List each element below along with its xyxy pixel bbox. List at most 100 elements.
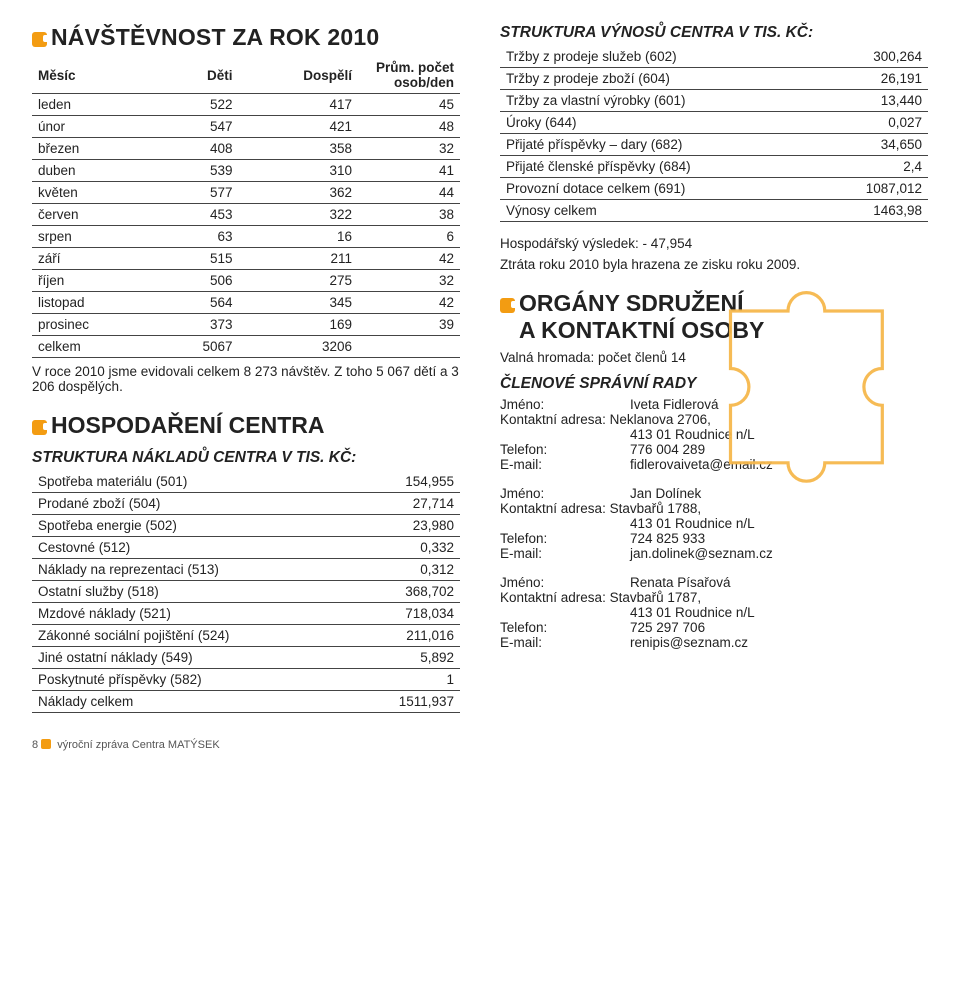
table-row: Tržby z prodeje služeb (602)300,264 <box>500 46 928 68</box>
cell: srpen <box>32 226 156 248</box>
table-row: leden52241745 <box>32 94 460 116</box>
table-row: Spotřeba materiálu (501)154,955 <box>32 471 460 493</box>
cell <box>358 336 460 358</box>
cell: 2,4 <box>818 156 928 178</box>
cell: 16 <box>239 226 358 248</box>
cell: 45 <box>358 94 460 116</box>
c1-tel-l: Telefon: <box>500 442 630 457</box>
c2-name: Jan Dolínek <box>630 486 701 501</box>
table-row: říjen50627532 <box>32 270 460 292</box>
cell: říjen <box>32 270 156 292</box>
cell: květen <box>32 182 156 204</box>
bullet-icon <box>500 298 515 313</box>
table-row: září51521142 <box>32 248 460 270</box>
c2-tel: 724 825 933 <box>630 531 705 546</box>
c3-addr2: 413 01 Roudnice n/L <box>630 605 755 620</box>
cell: Výnosy celkem <box>500 200 818 222</box>
cell: 32 <box>358 270 460 292</box>
cell: únor <box>32 116 156 138</box>
cell: 577 <box>156 182 239 204</box>
cell: celkem <box>32 336 156 358</box>
c3-name: Renata Písařová <box>630 575 731 590</box>
table-row: Ostatní služby (518)368,702 <box>32 581 460 603</box>
cell: 63 <box>156 226 239 248</box>
cell: 515 <box>156 248 239 270</box>
table-row: Přijaté příspěvky – dary (682)34,650 <box>500 134 928 156</box>
table-row: únor54742148 <box>32 116 460 138</box>
cell: 1 <box>354 669 460 691</box>
cell: 211,016 <box>354 625 460 647</box>
cell: Náklady na reprezentaci (513) <box>32 559 354 581</box>
cell: prosinec <box>32 314 156 336</box>
page-footer: 8 výroční zpráva Centra MATÝSEK <box>32 739 460 751</box>
fin-title-text: HOSPODAŘENÍ CENTRA <box>51 412 324 438</box>
cell: 0,027 <box>818 112 928 134</box>
right-column: STRUKTURA VÝNOSŮ CENTRA V TIS. KČ: Tržby… <box>500 24 928 751</box>
cell: 275 <box>239 270 358 292</box>
table-row: Náklady na reprezentaci (513)0,312 <box>32 559 460 581</box>
cell: 27,714 <box>354 493 460 515</box>
cell: 6 <box>358 226 460 248</box>
cell: září <box>32 248 156 270</box>
cell: 3206 <box>239 336 358 358</box>
table-row: srpen63166 <box>32 226 460 248</box>
c2-mail: jan.dolinek@seznam.cz <box>630 546 773 561</box>
cell: Úroky (644) <box>500 112 818 134</box>
cell: 310 <box>239 160 358 182</box>
costs-subtitle: STRUKTURA NÁKLADŮ CENTRA V TIS. KČ: <box>32 449 460 467</box>
c1-addr: Kontaktní adresa: Neklanova 2706, <box>500 412 928 427</box>
cell: 5067 <box>156 336 239 358</box>
table-row: Poskytnuté příspěvky (582)1 <box>32 669 460 691</box>
cell: 564 <box>156 292 239 314</box>
cell: Přijaté členské příspěvky (684) <box>500 156 818 178</box>
c1-mail: fidlerovaiveta@email.cz <box>630 457 773 472</box>
c1-tel: 776 004 289 <box>630 442 705 457</box>
fin-title: HOSPODAŘENÍ CENTRA <box>32 412 460 439</box>
cell: Spotřeba materiálu (501) <box>32 471 354 493</box>
c2-name-l: Jméno: <box>500 486 630 501</box>
cell: 421 <box>239 116 358 138</box>
table-row: Úroky (644)0,027 <box>500 112 928 134</box>
c1-addr2: 413 01 Roudnice n/L <box>630 427 755 442</box>
cell: Poskytnuté příspěvky (582) <box>32 669 354 691</box>
table-row: Tržby za vlastní výrobky (601)13,440 <box>500 90 928 112</box>
c3-mail-l: E-mail: <box>500 635 630 650</box>
bullet-icon <box>32 420 47 435</box>
cell: 408 <box>156 138 239 160</box>
footer-text: výroční zpráva Centra MATÝSEK <box>57 739 219 751</box>
organs-title: ORGÁNY SDRUŽENÍ A KONTAKTNÍ OSOBY <box>500 290 928 344</box>
cell: Jiné ostatní náklady (549) <box>32 647 354 669</box>
cell: 0,332 <box>354 537 460 559</box>
cell: 322 <box>239 204 358 226</box>
cell: Prodané zboží (504) <box>32 493 354 515</box>
revenue-table: Tržby z prodeje služeb (602)300,264Tržby… <box>500 46 928 222</box>
cell: 522 <box>156 94 239 116</box>
table-row: červen45332238 <box>32 204 460 226</box>
cell: duben <box>32 160 156 182</box>
table-row: Prodané zboží (504)27,714 <box>32 493 460 515</box>
cell: 44 <box>358 182 460 204</box>
c3-name-l: Jméno: <box>500 575 630 590</box>
cell: 300,264 <box>818 46 928 68</box>
cell: 506 <box>156 270 239 292</box>
cell: 362 <box>239 182 358 204</box>
cell: Přijaté příspěvky – dary (682) <box>500 134 818 156</box>
cell: Náklady celkem <box>32 691 354 713</box>
cell: 0,312 <box>354 559 460 581</box>
cell: Cestovné (512) <box>32 537 354 559</box>
cell: Tržby z prodeje zboží (604) <box>500 68 818 90</box>
cell: 211 <box>239 248 358 270</box>
table-row: Cestovné (512)0,332 <box>32 537 460 559</box>
table-row: listopad56434542 <box>32 292 460 314</box>
c3-tel-l: Telefon: <box>500 620 630 635</box>
cell: Spotřeba energie (502) <box>32 515 354 537</box>
cell: 154,955 <box>354 471 460 493</box>
table-row: Jiné ostatní náklady (549)5,892 <box>32 647 460 669</box>
cell: 1087,012 <box>818 178 928 200</box>
c3-mail: renipis@seznam.cz <box>630 635 748 650</box>
cell: 345 <box>239 292 358 314</box>
table-row: březen40835832 <box>32 138 460 160</box>
cell: Tržby z prodeje služeb (602) <box>500 46 818 68</box>
c2-mail-l: E-mail: <box>500 546 630 561</box>
table-row: Provozní dotace celkem (691)1087,012 <box>500 178 928 200</box>
